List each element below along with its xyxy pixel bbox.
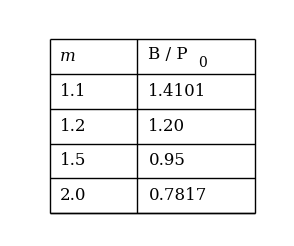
Text: B / P: B / P [148,46,188,63]
Text: 1.20: 1.20 [148,118,186,135]
Text: m: m [59,48,75,65]
Text: 0: 0 [198,56,207,70]
Text: 1.2: 1.2 [59,118,86,135]
Text: 0.95: 0.95 [148,153,185,169]
Text: 2.0: 2.0 [59,187,86,204]
Text: 0.7817: 0.7817 [148,187,207,204]
Text: 1.5: 1.5 [59,153,86,169]
Text: 1.4101: 1.4101 [148,83,207,100]
Text: 1.1: 1.1 [59,83,86,100]
